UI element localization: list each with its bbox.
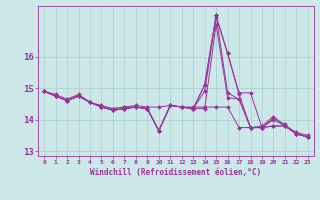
X-axis label: Windchill (Refroidissement éolien,°C): Windchill (Refroidissement éolien,°C) <box>91 168 261 177</box>
